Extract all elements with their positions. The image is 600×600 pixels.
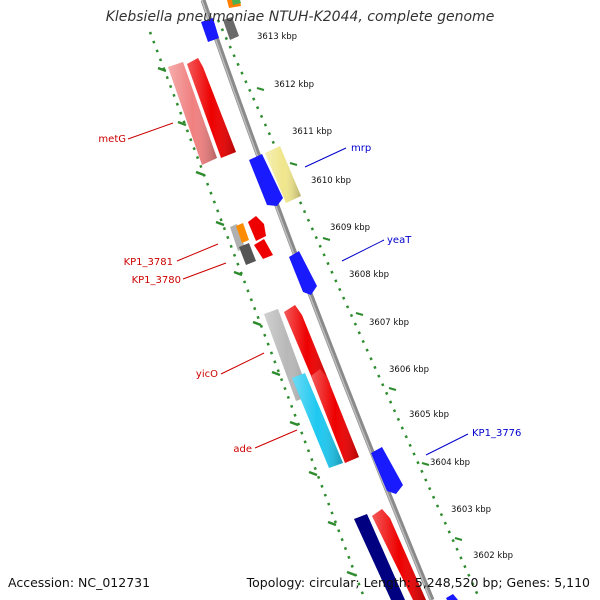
kbp-label: 3604 kbp xyxy=(430,458,470,468)
kbp-label: 3609 kbp xyxy=(330,223,370,233)
gene-KP1_3776-blue[interactable] xyxy=(371,447,403,494)
gene-label-metG[interactable]: metG xyxy=(98,134,126,145)
kbp-label: 3613 kbp xyxy=(257,32,297,42)
accession-text: Accession: NC_012731 xyxy=(8,575,150,590)
genome-summary-text: Topology: circular; Length: 5,248,520 bp… xyxy=(246,575,590,590)
kbp-label: 3605 kbp xyxy=(409,410,449,420)
gene-label-yicO[interactable]: yicO xyxy=(196,369,218,380)
genome-backbone xyxy=(200,0,435,600)
kbp-tick-labels: 3613 kbp 3612 kbp 3611 kbp 3610 kbp 3609… xyxy=(257,32,513,561)
label-leader-lines xyxy=(127,122,469,456)
gene-KP1_3781-orange[interactable] xyxy=(236,223,249,243)
forward-strand-genes xyxy=(249,146,458,600)
gene-top-gray[interactable] xyxy=(223,17,239,40)
map-title: Klebsiella pneumoniae NTUH-K2044, comple… xyxy=(106,9,495,25)
kbp-label: 3610 kbp xyxy=(311,176,351,186)
gene-KP1_3780-darkgray[interactable] xyxy=(239,243,256,265)
gene-KP1_3781-gray[interactable] xyxy=(230,224,245,251)
gene-top-blue[interactable] xyxy=(201,18,219,42)
kbp-label: 3608 kbp xyxy=(349,270,389,280)
reverse-strand-genes xyxy=(168,0,426,600)
gene-bottom-navy[interactable] xyxy=(354,514,405,600)
gene-KP1_3780-red[interactable] xyxy=(254,239,273,259)
kbp-label: 3603 kbp xyxy=(451,505,491,515)
gene-label-KP1_3776[interactable]: KP1_3776 xyxy=(472,428,521,439)
inner-major-ticks xyxy=(157,66,356,577)
gene-yeaT-blue[interactable] xyxy=(289,251,317,295)
inner-tick-row xyxy=(148,31,367,600)
kbp-label: 3606 kbp xyxy=(389,365,429,375)
outer-tick-row xyxy=(216,19,482,600)
gene-label-mrp[interactable]: mrp xyxy=(351,143,371,154)
kbp-label: 3602 kbp xyxy=(473,551,513,561)
gene-label-KP1_3781[interactable]: KP1_3781 xyxy=(124,257,173,268)
gene-label-yeaT[interactable]: yeaT xyxy=(387,235,412,246)
gene-label-ade[interactable]: ade xyxy=(233,444,252,455)
gene-labels: metG KP1_3781 KP1_3780 yicO ade mrp yeaT… xyxy=(98,134,521,455)
kbp-label: 3611 kbp xyxy=(292,127,332,137)
kbp-label: 3607 kbp xyxy=(369,318,409,328)
gene-KP1_3781-red[interactable] xyxy=(248,216,266,241)
gene-mrp-blue[interactable] xyxy=(249,154,283,206)
kbp-label: 3612 kbp xyxy=(274,80,314,90)
gene-label-KP1_3780[interactable]: KP1_3780 xyxy=(132,275,181,286)
